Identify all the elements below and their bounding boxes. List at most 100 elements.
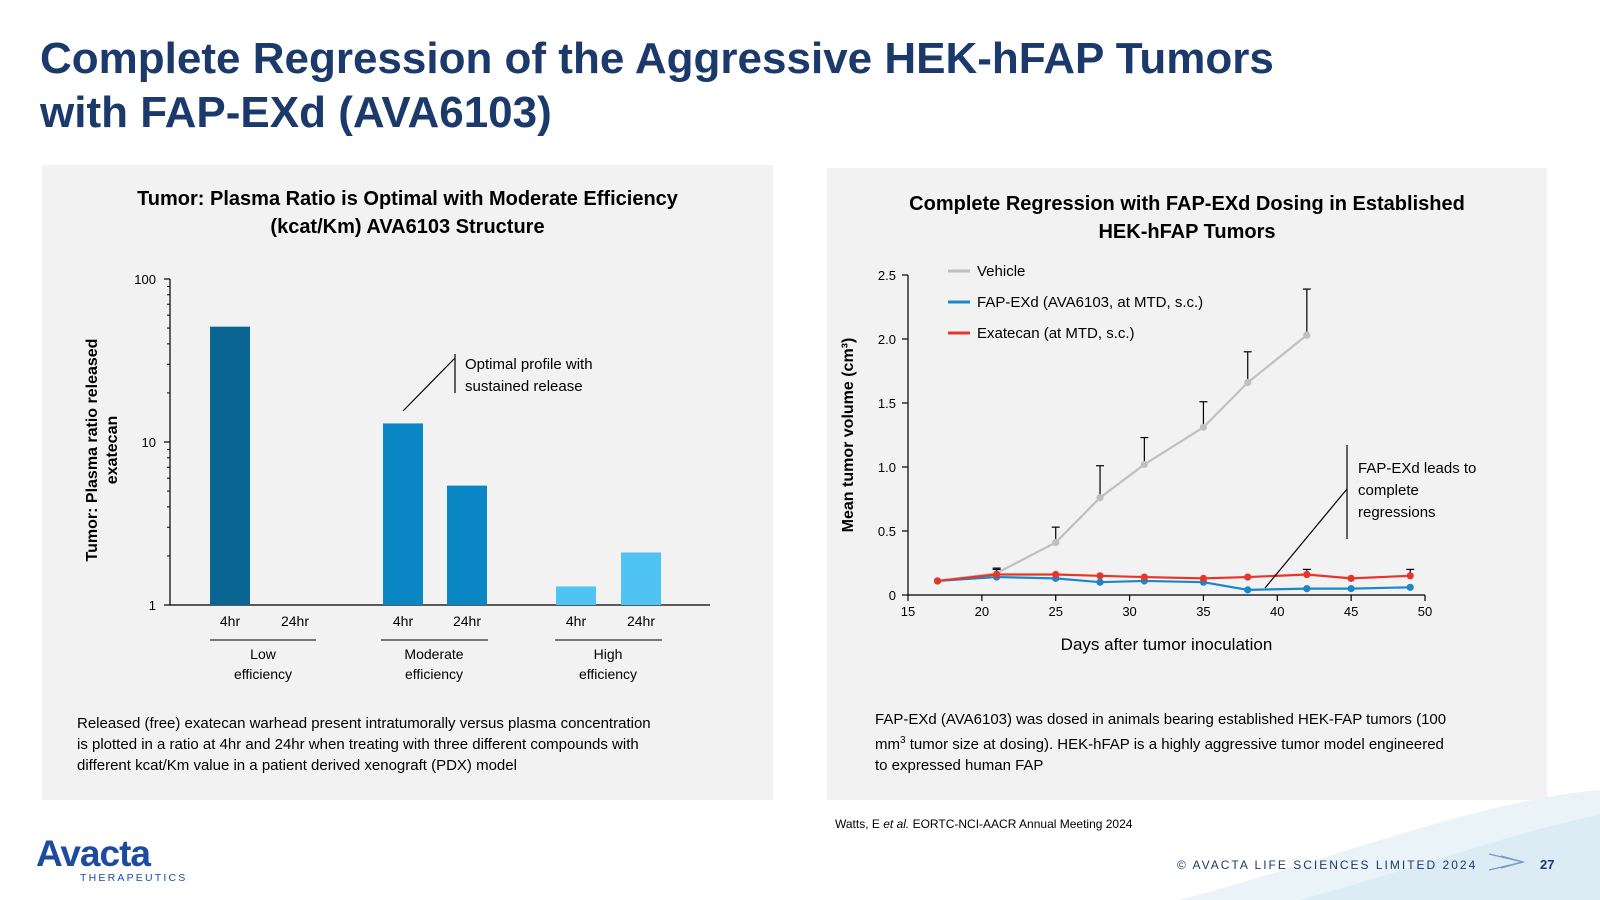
footer-wave-decoration (1180, 790, 1600, 900)
y-tick-label: 1 (149, 598, 156, 613)
series-1-point (1303, 585, 1311, 593)
x-tick-label: 24hr (281, 613, 309, 629)
citation-meeting: EORTC-NCI-AACR Annual Meeting 2024 (909, 817, 1133, 831)
y-axis-label-line2: exatecan (104, 416, 121, 485)
series-2-point (1244, 573, 1252, 581)
series-0-point (1096, 494, 1104, 502)
series-1-point (1096, 578, 1104, 586)
x-axis-label: Days after tumor inoculation (1061, 635, 1273, 654)
y-tick-label: 0.5 (878, 524, 896, 539)
series-1-point (1244, 586, 1252, 594)
series-0-point (1052, 538, 1060, 547)
annotation-line2: sustained release (465, 378, 583, 395)
group-label-line2: efficiency (405, 666, 463, 682)
bar-4hr-4 (556, 586, 596, 605)
series-2-point (1199, 574, 1208, 582)
series-0-point (1199, 423, 1208, 431)
y-tick-label: 2.0 (878, 332, 896, 347)
x-tick-label: 45 (1344, 604, 1358, 619)
group-label-line2: efficiency (579, 666, 637, 682)
legend-label-1: FAP-EXd (AVA6103, at MTD, s.c.) (977, 294, 1203, 311)
x-tick-label: 40 (1270, 604, 1284, 619)
y-axis-label-line1: Tumor: Plasma ratio released (84, 339, 101, 562)
x-tick-label: 4hr (220, 613, 241, 629)
group-label-line1: Low (250, 646, 277, 662)
x-tick-label: 24hr (453, 613, 481, 629)
bar-4hr-0 (210, 326, 250, 605)
series-line-1 (937, 575, 1411, 591)
right-chart-title: Complete Regression with FAP-EXd Dosing … (827, 190, 1547, 246)
annotation-line2: complete (1358, 482, 1419, 499)
line-chart: 0 0.5 1.0 1.5 2.0 2.5 15 20 25 30 35 40 45 50 Days aft… (840, 263, 1476, 654)
left-caption-line1: Released (free) exatecan warhead present… (77, 715, 651, 732)
x-tick-label: 35 (1196, 604, 1210, 619)
annotation-line3: regressions (1358, 504, 1436, 521)
citation-etal: et al. (883, 817, 910, 831)
citation-authors: Watts, E (835, 817, 884, 831)
y-axis-label: Tumor: Plasma ratio released exatecan (84, 339, 121, 562)
x-tick-label: 30 (1122, 604, 1136, 619)
y-tick-label: 100 (134, 272, 156, 287)
series-line-0 (937, 334, 1308, 583)
series-1-point (1347, 585, 1355, 593)
group-label-line1: High (594, 646, 623, 662)
series-2-point (1303, 570, 1311, 579)
chevron-right-icon (1488, 853, 1526, 871)
annotation-line1: FAP-EXd leads to (1358, 460, 1476, 477)
citation: Watts, E et al. EORTC-NCI-AACR Annual Me… (835, 817, 1132, 831)
right-caption-line2-sup: 3 (900, 735, 906, 746)
right-caption-line2-b: tumor size at dosing). HEK-hFAP is a hig… (905, 736, 1444, 753)
series-line-2 (937, 573, 1411, 583)
series-2-point (993, 570, 1001, 579)
bar-4hr-2 (383, 423, 423, 605)
copyright-text: © AVACTA LIFE SCIENCES LIMITED 2024 (1177, 858, 1478, 872)
x-tick-label: 20 (975, 604, 989, 619)
annotation-pointer (402, 357, 456, 412)
bar-chart: 1 10 100 Tumor: Plasma ratio released exatec… (84, 272, 710, 682)
group-label-line2: efficiency (234, 666, 292, 682)
logo-subtitle: THERAPEUTICS (80, 872, 188, 884)
series-0-point (1303, 331, 1311, 339)
left-chart-panel: Tumor: Plasma Ratio is Optimal with Mode… (42, 165, 773, 800)
bar-24hr-3 (447, 485, 487, 605)
y-axis-label: Mean tumor volume (cm³) (840, 338, 857, 533)
right-caption-line3: to expressed human FAP (875, 757, 1044, 774)
left-chart-title: Tumor: Plasma Ratio is Optimal with Mode… (42, 185, 773, 241)
x-tick-label: 25 (1048, 604, 1062, 619)
right-caption-line2-a: mm (875, 736, 900, 753)
legend-label-0: Vehicle (977, 263, 1025, 280)
left-caption: Released (free) exatecan warhead present… (77, 713, 651, 776)
series-2-point (1140, 573, 1148, 581)
y-tick-label: 1.5 (878, 396, 896, 411)
y-tick-label: 10 (142, 435, 156, 450)
slide-title-line2: with FAP-EXd (AVA6103) (40, 88, 552, 137)
x-tick-label: 24hr (627, 613, 655, 629)
series-1-point (1406, 583, 1414, 591)
legend-label-2: Exatecan (at MTD, s.c.) (977, 325, 1135, 342)
left-caption-line2: is plotted in a ratio at 4hr and 24hr wh… (77, 736, 639, 753)
bar-24hr-5 (621, 552, 661, 605)
slide-title-line1: Complete Regression of the Aggressive HE… (40, 34, 1274, 83)
series-2-point (1347, 574, 1355, 582)
x-tick-label: 4hr (393, 613, 414, 629)
annotation-pointer (1264, 488, 1348, 589)
left-caption-line3: different kcat/Km value in a patient der… (77, 757, 517, 774)
right-chart-title-line1: Complete Regression with FAP-EXd Dosing … (909, 193, 1465, 215)
series-0-point (1244, 378, 1252, 387)
annotation-line1: Optimal profile with (465, 356, 593, 373)
avacta-logo: Avacta THERAPEUTICS (36, 835, 188, 884)
left-chart-title-line1: Tumor: Plasma Ratio is Optimal with Mode… (137, 188, 678, 210)
x-tick-label: 4hr (566, 613, 587, 629)
right-caption-line2: mm3 tumor size at dosing). HEK-hFAP is a… (875, 730, 1446, 755)
right-chart-panel: Complete Regression with FAP-EXd Dosing … (827, 168, 1547, 800)
page-number: 27 (1540, 857, 1555, 872)
series-2-point (1406, 572, 1414, 580)
y-tick-label: 1.0 (878, 460, 896, 475)
y-tick-label: 0 (889, 588, 896, 603)
series-0-point (1140, 460, 1148, 469)
right-chart-title-line2: HEK-hFAP Tumors (1098, 221, 1276, 243)
series-2-point (933, 577, 942, 585)
x-tick-label: 15 (901, 604, 915, 619)
series-2-point (1096, 572, 1104, 580)
slide-title: Complete Regression of the Aggressive HE… (40, 32, 1440, 140)
